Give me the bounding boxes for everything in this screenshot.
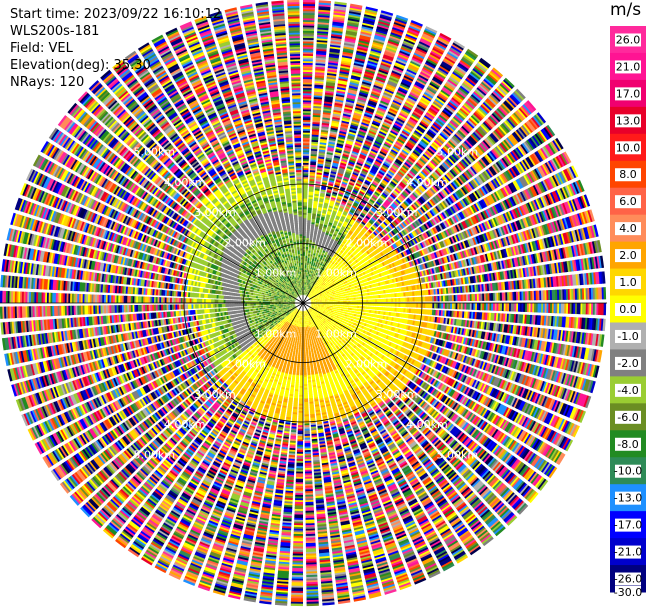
ppi-gate: [307, 603, 319, 606]
info-panel: Start time: 2023/09/22 16:10:12 WLS200s-…: [10, 6, 221, 91]
elevation-text: Elevation(deg): 35.30: [10, 57, 221, 74]
field-text: Field: VEL: [10, 40, 221, 57]
instrument-text: WLS200s-181: [10, 23, 221, 40]
ppi-gate: [603, 303, 606, 315]
start-time-text: Start time: 2023/09/22 16:10:12: [10, 6, 221, 23]
nrays-text: NRays: 120: [10, 74, 221, 91]
